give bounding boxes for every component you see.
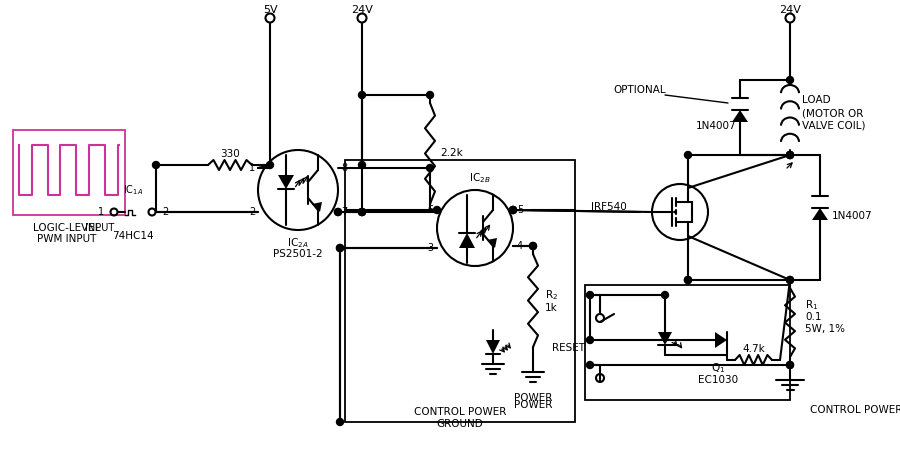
Text: 1N4007: 1N4007 bbox=[832, 211, 873, 221]
Circle shape bbox=[358, 208, 365, 216]
Text: (MOTOR OR: (MOTOR OR bbox=[802, 108, 863, 118]
Circle shape bbox=[337, 245, 344, 252]
Text: 24V: 24V bbox=[779, 5, 801, 15]
Text: PWM INPUT: PWM INPUT bbox=[37, 234, 96, 244]
Circle shape bbox=[152, 162, 159, 168]
Text: 1k: 1k bbox=[545, 303, 558, 313]
Circle shape bbox=[587, 361, 593, 369]
Circle shape bbox=[787, 152, 794, 158]
Text: 74HC14: 74HC14 bbox=[112, 231, 154, 241]
Text: OPTIONAL: OPTIONAL bbox=[614, 85, 666, 95]
Text: 5: 5 bbox=[517, 205, 523, 215]
Text: 6: 6 bbox=[427, 205, 433, 215]
Text: Q$_1$: Q$_1$ bbox=[711, 361, 725, 375]
Text: 0.1: 0.1 bbox=[805, 312, 822, 322]
Text: LOGIC-LEVEL: LOGIC-LEVEL bbox=[33, 223, 101, 233]
Circle shape bbox=[787, 361, 794, 369]
Circle shape bbox=[335, 208, 341, 216]
Text: IC$_{1A}$: IC$_{1A}$ bbox=[123, 183, 143, 197]
Text: 4.7k: 4.7k bbox=[742, 344, 765, 354]
Text: 2: 2 bbox=[162, 207, 168, 217]
Circle shape bbox=[358, 162, 365, 168]
Polygon shape bbox=[658, 332, 672, 345]
Polygon shape bbox=[486, 340, 500, 354]
Polygon shape bbox=[812, 208, 828, 220]
Circle shape bbox=[509, 207, 517, 213]
Bar bbox=[585, 285, 790, 400]
Circle shape bbox=[509, 207, 517, 213]
Text: 1: 1 bbox=[98, 207, 104, 217]
Circle shape bbox=[787, 77, 794, 84]
Circle shape bbox=[529, 242, 536, 250]
Text: 24V: 24V bbox=[351, 5, 373, 15]
Text: 330: 330 bbox=[220, 149, 240, 159]
Text: 2.2k: 2.2k bbox=[440, 148, 463, 158]
Circle shape bbox=[685, 276, 691, 283]
Text: R$_1$: R$_1$ bbox=[805, 298, 818, 312]
Polygon shape bbox=[672, 210, 676, 214]
Text: 3: 3 bbox=[427, 243, 433, 253]
Circle shape bbox=[427, 92, 434, 99]
Circle shape bbox=[685, 276, 691, 283]
Text: VALVE COIL): VALVE COIL) bbox=[802, 121, 866, 131]
Circle shape bbox=[337, 245, 344, 252]
Text: LOAD: LOAD bbox=[802, 95, 831, 105]
Circle shape bbox=[787, 361, 794, 369]
Circle shape bbox=[337, 419, 344, 425]
Circle shape bbox=[662, 291, 669, 298]
Polygon shape bbox=[487, 238, 497, 248]
Polygon shape bbox=[312, 202, 322, 212]
Text: CONTROL POWER GROUND: CONTROL POWER GROUND bbox=[810, 405, 900, 415]
Text: 5W, 1%: 5W, 1% bbox=[805, 324, 845, 334]
Circle shape bbox=[587, 336, 593, 344]
Text: R$_2$: R$_2$ bbox=[545, 288, 558, 302]
Text: IC$_{2A}$: IC$_{2A}$ bbox=[287, 236, 309, 250]
Polygon shape bbox=[459, 233, 475, 248]
Polygon shape bbox=[278, 175, 294, 189]
Bar bbox=[345, 160, 575, 422]
Text: CONTROL POWER: CONTROL POWER bbox=[414, 407, 506, 417]
Text: POWER: POWER bbox=[514, 400, 553, 410]
Circle shape bbox=[509, 207, 517, 213]
Circle shape bbox=[787, 152, 794, 158]
Circle shape bbox=[787, 152, 794, 158]
Text: 4: 4 bbox=[517, 241, 523, 251]
Circle shape bbox=[358, 92, 365, 99]
Polygon shape bbox=[715, 332, 727, 348]
Text: RESET: RESET bbox=[552, 343, 585, 353]
Text: POWER: POWER bbox=[514, 393, 553, 403]
Circle shape bbox=[427, 164, 434, 172]
Circle shape bbox=[685, 152, 691, 158]
Text: 2: 2 bbox=[249, 207, 255, 217]
Text: 1N4007: 1N4007 bbox=[696, 121, 736, 131]
Text: IRF540: IRF540 bbox=[591, 202, 627, 212]
Text: 7: 7 bbox=[341, 207, 347, 217]
Text: 8: 8 bbox=[341, 163, 347, 173]
Bar bbox=[13, 130, 125, 215]
Text: 5V: 5V bbox=[263, 5, 277, 15]
Polygon shape bbox=[732, 110, 748, 122]
Circle shape bbox=[434, 207, 440, 213]
Circle shape bbox=[335, 208, 341, 216]
Circle shape bbox=[358, 208, 365, 216]
Text: PS2501-2: PS2501-2 bbox=[274, 249, 323, 259]
Circle shape bbox=[787, 276, 794, 283]
Circle shape bbox=[266, 162, 274, 168]
Text: GROUND: GROUND bbox=[436, 419, 483, 429]
Text: IC$_{2B}$: IC$_{2B}$ bbox=[469, 171, 491, 185]
Text: 1: 1 bbox=[249, 163, 255, 173]
Circle shape bbox=[587, 291, 593, 298]
Circle shape bbox=[529, 242, 536, 250]
Text: INPUT: INPUT bbox=[86, 223, 114, 233]
Circle shape bbox=[358, 208, 365, 216]
Text: EC1030: EC1030 bbox=[698, 375, 738, 385]
Circle shape bbox=[787, 276, 794, 283]
